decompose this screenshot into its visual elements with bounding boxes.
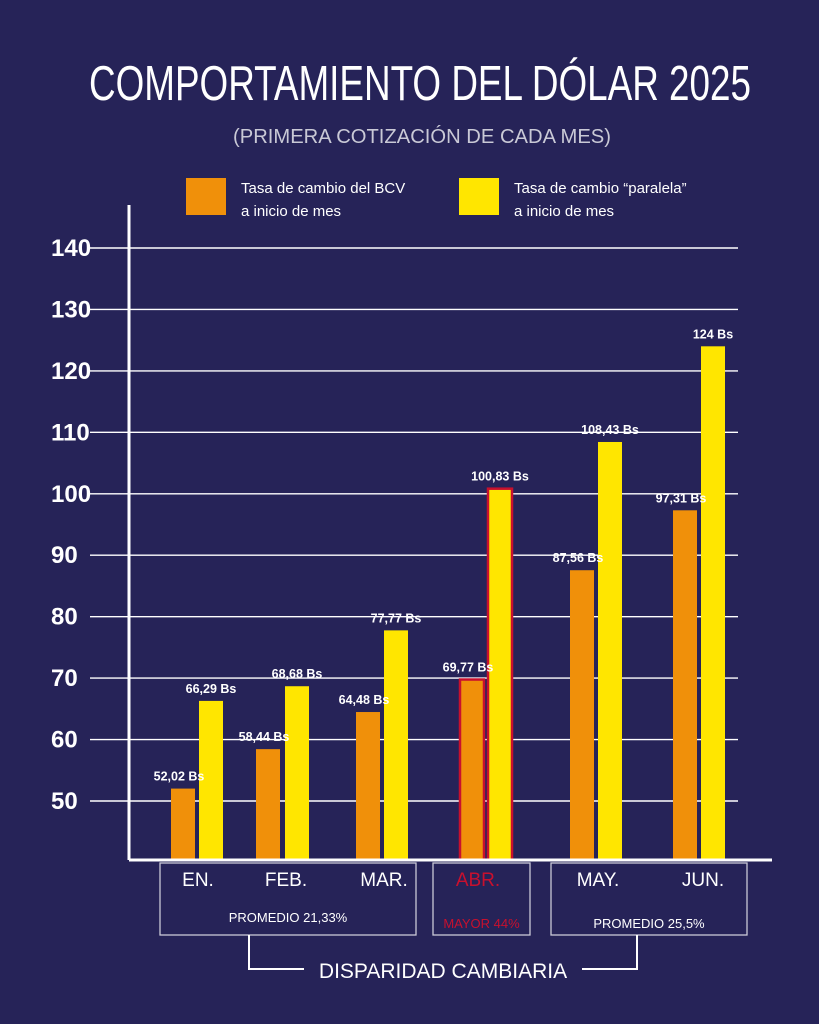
legend-label-1-1: a inicio de mes [514, 203, 614, 220]
group-label-2: PROMEDIO 25,5% [593, 916, 705, 931]
category-label-2: MAR. [360, 870, 408, 891]
legend-label-0-1: a inicio de mes [241, 203, 341, 220]
axes [127, 205, 772, 862]
bars [171, 346, 725, 862]
bar-paralela-3 [486, 487, 514, 862]
legend-swatch-1 [459, 178, 499, 215]
bar-label-bcv-4: 87,56 Bs [553, 551, 604, 565]
legend-label-0-0: Tasa de cambio del BCV [241, 180, 405, 197]
bar-bcv-5 [673, 510, 697, 860]
bar-label-paralela-2: 77,77 Bs [371, 611, 422, 625]
bar-paralela-0 [199, 700, 223, 860]
category-label-1: FEB. [265, 870, 307, 891]
bar-paralela-5 [701, 346, 725, 860]
bar-bcv-1 [256, 749, 280, 860]
y-tick-70: 70 [51, 665, 78, 692]
category-label-4: MAY. [577, 870, 620, 891]
legend-label-1-0: Tasa de cambio “paralela” [514, 180, 687, 197]
y-tick-140: 140 [51, 235, 91, 262]
y-tick-80: 80 [51, 604, 78, 631]
bar-label-bcv-3: 69,77 Bs [443, 661, 494, 675]
bar-label-paralela-5: 124 Bs [693, 327, 733, 341]
grid-lines [90, 247, 738, 802]
bar-label-paralela-1: 68,68 Bs [272, 667, 323, 681]
group-boxes: PROMEDIO 21,33% MAYOR 44% PROMEDIO 25,5% [159, 862, 748, 936]
footer: DISPARIDAD CAMBIARIA [248, 935, 638, 983]
legend: Tasa de cambio del BCV a inicio de mes Tas… [186, 178, 687, 220]
bar-label-paralela-3: 100,83 Bs [471, 470, 529, 484]
bar-label-paralela-0: 66,29 Bs [186, 682, 237, 696]
bar-label-bcv-1: 58,44 Bs [239, 730, 290, 744]
footer-label: DISPARIDAD CAMBIARIA [319, 960, 567, 983]
bar-label-bcv-0: 52,02 Bs [154, 770, 205, 784]
y-tick-110: 110 [51, 419, 90, 446]
bar-label-bcv-2: 64,48 Bs [339, 693, 390, 707]
bracket-right [582, 935, 638, 970]
bar-paralela-2 [384, 630, 408, 860]
bar-value-labels: 52,02 Bs 58,44 Bs 64,48 Bs 69,77 Bs 87,56 Bs… [154, 327, 734, 783]
category-labels: EN. FEB. MAR. ABR. MAY. JUN. [182, 870, 724, 891]
bar-label-paralela-4: 108,43 Bs [581, 423, 639, 437]
bar-bcv-2 [356, 712, 380, 860]
group-box-0 [159, 862, 417, 936]
chart-subtitle: (PRIMERA COTIZACIÓN DE CADA MES) [233, 125, 611, 148]
bar-bcv-0 [171, 788, 195, 860]
bar-bcv-3 [458, 678, 486, 862]
y-tick-90: 90 [51, 542, 78, 569]
bar-label-bcv-5: 97,31 Bs [656, 491, 707, 505]
legend-swatch-0 [186, 178, 226, 215]
chart-title: COMPORTAMIENTO DEL DÓLAR 2025 [89, 57, 751, 111]
group-label-1: MAYOR 44% [443, 916, 520, 931]
y-tick-60: 60 [51, 727, 78, 754]
y-tick-50: 50 [51, 788, 78, 815]
bar-bcv-4 [570, 570, 594, 860]
y-tick-100: 100 [51, 481, 91, 508]
bar-paralela-1 [285, 686, 309, 860]
group-label-0: PROMEDIO 21,33% [229, 910, 348, 925]
category-label-0: EN. [182, 870, 214, 891]
bar-paralela-4 [598, 441, 622, 860]
category-label-5: JUN. [682, 870, 724, 891]
group-box-1 [432, 862, 531, 936]
category-label-3: ABR. [456, 870, 500, 891]
y-tick-120: 120 [51, 358, 91, 385]
bracket-left [248, 935, 304, 970]
y-tick-130: 130 [51, 296, 91, 323]
y-axis-ticks: 50 60 70 80 90 100 110 120 130 140 [51, 235, 91, 815]
group-box-2 [550, 862, 748, 936]
